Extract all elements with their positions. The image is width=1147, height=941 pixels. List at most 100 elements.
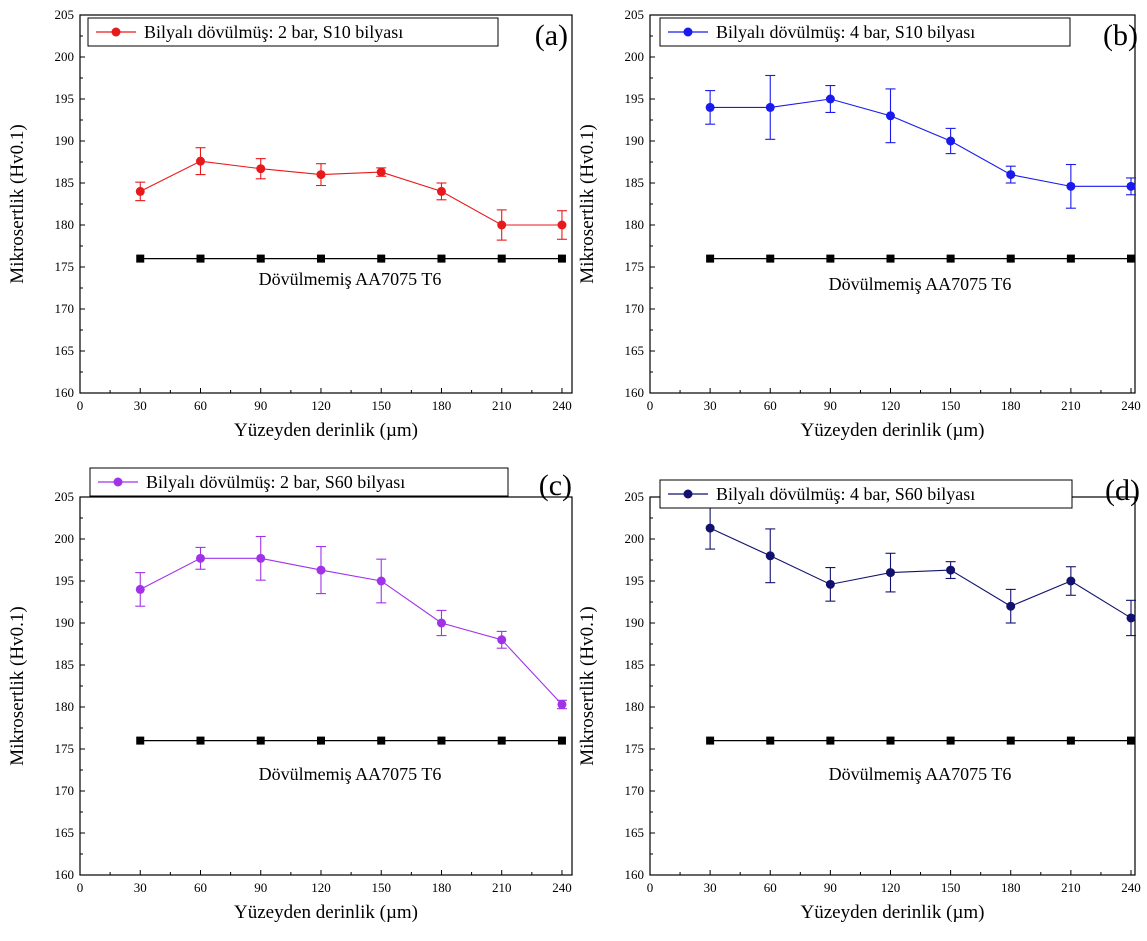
x-tick-label: 210 — [1061, 398, 1081, 413]
chart-panel-c: 160 165 170 175 180 185 190 195 200 205 0 30 60 90 120… — [7, 467, 573, 923]
data-point — [765, 102, 775, 112]
y-tick-label: 160 — [55, 867, 75, 882]
x-tick-label: 180 — [432, 398, 452, 413]
data-point — [497, 635, 507, 645]
x-tick-label: 210 — [492, 880, 512, 895]
y-axis-title: Mikrosertlik (Hv0.1) — [7, 124, 28, 283]
legend-label: Bilyalı dövülmüş: 4 bar, S10 bilyası — [716, 22, 975, 42]
y-tick-label: 165 — [625, 825, 645, 840]
x-tick-label: 180 — [432, 880, 452, 895]
y-tick-label: 160 — [625, 385, 645, 400]
y-tick-label: 170 — [625, 783, 645, 798]
data-point — [1006, 601, 1016, 611]
y-tick-label: 175 — [625, 259, 645, 274]
reference-point — [946, 736, 955, 745]
y-tick-label: 195 — [625, 573, 645, 588]
x-tick-label: 150 — [941, 398, 961, 413]
reference-point — [1126, 736, 1135, 745]
legend-label: Bilyalı dövülmüş: 2 bar, S10 bilyası — [144, 22, 403, 42]
data-point — [557, 699, 567, 709]
y-tick-label: 190 — [55, 133, 75, 148]
legend-marker — [683, 489, 693, 499]
y-tick-label: 205 — [55, 7, 75, 22]
data-point — [1126, 181, 1136, 191]
data-point — [1066, 576, 1076, 586]
x-tick-label: 180 — [1001, 398, 1021, 413]
data-point — [376, 167, 386, 177]
reference-point — [886, 736, 895, 745]
data-point — [436, 618, 446, 628]
reference-point — [497, 254, 506, 263]
reference-point — [706, 736, 715, 745]
reference-point — [1066, 254, 1075, 263]
x-tick-label: 0 — [647, 880, 654, 895]
legend-box — [89, 467, 509, 497]
plot-frame — [79, 496, 573, 876]
y-tick-label: 200 — [625, 49, 645, 64]
data-point — [135, 186, 145, 196]
reference-point — [557, 736, 566, 745]
series-line — [710, 98, 1131, 187]
reference-label: Dövülmemiş AA7075 T6 — [259, 269, 442, 289]
legend-label: Bilyalı dövülmüş: 2 bar, S60 bilyası — [146, 472, 405, 492]
data-point — [1006, 170, 1016, 180]
y-tick-label: 190 — [55, 615, 75, 630]
y-tick-label: 180 — [625, 699, 645, 714]
y-tick-label: 195 — [625, 91, 645, 106]
data-point — [946, 565, 956, 575]
legend-marker — [683, 27, 693, 37]
series-line — [709, 527, 1132, 619]
x-tick-label: 240 — [1121, 880, 1141, 895]
x-tick-label: 240 — [552, 398, 572, 413]
x-tick-label: 0 — [77, 398, 84, 413]
data-point — [195, 553, 205, 563]
x-tick-label: 180 — [1001, 880, 1021, 895]
y-tick-label: 200 — [55, 49, 75, 64]
x-tick-label: 120 — [881, 880, 901, 895]
data-point — [135, 584, 145, 594]
x-tick-label: 240 — [552, 880, 572, 895]
y-tick-label: 205 — [55, 489, 75, 504]
data-point — [885, 568, 895, 578]
y-tick-label: 190 — [625, 615, 645, 630]
reference-point — [1006, 736, 1015, 745]
chart-panel-b: 160 165 170 175 180 185 190 195 200 205 0 30 60 90 120… — [577, 7, 1141, 441]
x-tick-label: 60 — [194, 880, 207, 895]
data-point — [376, 576, 386, 586]
y-tick-label: 195 — [55, 573, 75, 588]
reference-point — [946, 254, 955, 263]
y-tick-label: 200 — [625, 531, 645, 546]
data-point — [256, 164, 266, 174]
legend-label: Bilyalı dövülmüş: 4 bar, S60 bilyası — [716, 484, 975, 504]
x-tick-label: 60 — [194, 398, 207, 413]
x-tick-label: 60 — [764, 398, 777, 413]
data-point — [557, 220, 567, 230]
data-point — [705, 523, 715, 533]
x-tick-label: 30 — [134, 398, 147, 413]
reference-point — [256, 254, 265, 263]
x-tick-label: 0 — [77, 880, 84, 895]
reference-point — [886, 254, 895, 263]
legend-marker — [111, 27, 121, 37]
reference-point — [377, 254, 386, 263]
series-line — [139, 160, 562, 226]
legend-box — [659, 479, 1073, 509]
reference-label: Dövülmemiş AA7075 T6 — [829, 764, 1012, 784]
legend-marker — [113, 477, 123, 487]
x-axis-title: Yüzeyden derinlik (µm) — [234, 902, 418, 923]
y-tick-label: 180 — [55, 699, 75, 714]
y-tick-label: 195 — [55, 91, 75, 106]
reference-point — [826, 736, 835, 745]
reference-point — [706, 254, 715, 263]
y-tick-label: 160 — [625, 867, 645, 882]
y-tick-label: 190 — [625, 133, 645, 148]
x-tick-label: 90 — [254, 880, 267, 895]
y-tick-label: 200 — [55, 531, 75, 546]
chart-panel-d: 160 165 170 175 180 185 190 195 200 205 0 30 60 90 120… — [577, 474, 1141, 923]
y-tick-label: 185 — [55, 175, 75, 190]
reference-point — [497, 736, 506, 745]
x-tick-label: 0 — [647, 398, 654, 413]
reference-point — [1006, 254, 1015, 263]
y-tick-label: 205 — [625, 7, 645, 22]
